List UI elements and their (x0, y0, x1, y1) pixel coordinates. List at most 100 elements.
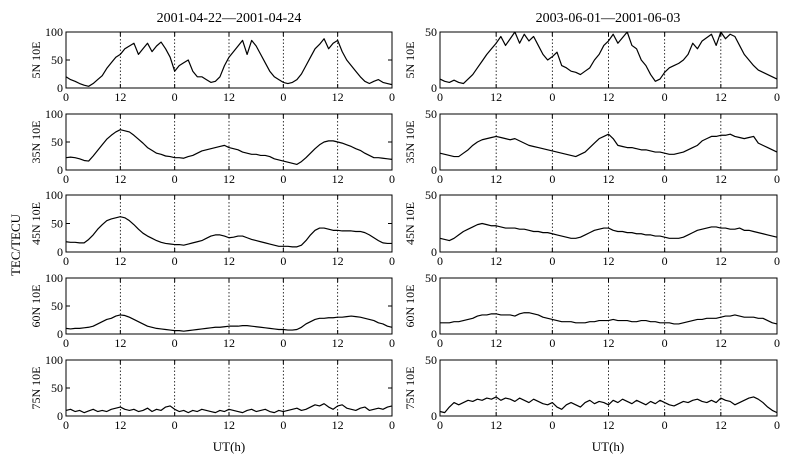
x-tick-label: 0 (774, 418, 780, 432)
x-tick-label: 0 (280, 336, 286, 350)
x-tick-label: 0 (389, 336, 395, 350)
x-axis-label-right: UT(h) (592, 439, 625, 454)
x-tick-label: 12 (332, 336, 344, 350)
y-tick-label: 0 (431, 409, 437, 423)
x-tick-label: 12 (223, 336, 235, 350)
panel-y-label: 35N 10E (29, 121, 43, 164)
x-tick-label: 0 (280, 172, 286, 186)
y-tick-label: 0 (431, 327, 437, 341)
x-tick-label: 0 (389, 90, 395, 104)
y-tick-label: 100 (45, 271, 63, 285)
x-tick-label: 0 (63, 172, 69, 186)
y-tick-label: 50 (51, 299, 63, 313)
tec-series-line (439, 222, 778, 242)
x-tick-label: 0 (63, 336, 69, 350)
x-tick-label: 0 (774, 90, 780, 104)
x-tick-label: 0 (549, 90, 555, 104)
tec-series-line (65, 129, 393, 165)
x-tick-label: 12 (223, 254, 235, 268)
panel-y-label: 45N 10E (403, 202, 417, 245)
y-tick-label: 0 (57, 163, 63, 177)
y-tick-label: 100 (45, 188, 63, 202)
y-tick-label: 0 (431, 81, 437, 95)
figure-y-label: TEC/TECU (8, 213, 23, 276)
tec-series-line (65, 403, 393, 414)
x-tick-label: 0 (280, 90, 286, 104)
y-tick-label: 0 (57, 81, 63, 95)
x-tick-label: 12 (715, 254, 727, 268)
x-tick-label: 0 (774, 336, 780, 350)
x-tick-label: 12 (490, 418, 502, 432)
x-tick-label: 0 (549, 172, 555, 186)
x-tick-label: 0 (63, 90, 69, 104)
y-tick-label: 50 (51, 381, 63, 395)
tec-series-line (65, 314, 393, 332)
y-tick-label: 50 (425, 188, 437, 202)
x-tick-label: 12 (715, 336, 727, 350)
x-tick-label: 12 (490, 336, 502, 350)
x-tick-label: 12 (223, 418, 235, 432)
x-tick-label: 0 (549, 336, 555, 350)
x-tick-label: 0 (437, 254, 443, 268)
x-tick-label: 12 (223, 172, 235, 186)
x-tick-label: 0 (389, 418, 395, 432)
x-tick-label: 12 (332, 254, 344, 268)
y-tick-label: 100 (45, 353, 63, 367)
x-tick-label: 0 (172, 254, 178, 268)
x-tick-label: 12 (490, 172, 502, 186)
x-tick-label: 12 (114, 254, 126, 268)
x-tick-label: 0 (172, 336, 178, 350)
panel-y-label: 60N 10E (403, 285, 417, 328)
y-tick-label: 100 (45, 25, 63, 39)
y-tick-label: 50 (425, 353, 437, 367)
x-tick-label: 0 (774, 254, 780, 268)
x-tick-label: 12 (332, 90, 344, 104)
x-tick-label: 12 (603, 172, 615, 186)
y-tick-label: 50 (51, 217, 63, 231)
panel-y-label: 5N 10E (29, 42, 43, 79)
x-axis-label-left: UT(h) (213, 439, 246, 454)
x-tick-label: 0 (437, 172, 443, 186)
x-tick-label: 0 (280, 254, 286, 268)
x-tick-label: 12 (603, 336, 615, 350)
x-tick-label: 0 (662, 418, 668, 432)
x-tick-label: 12 (603, 90, 615, 104)
x-tick-label: 0 (549, 254, 555, 268)
y-tick-label: 50 (51, 135, 63, 149)
y-tick-label: 50 (425, 25, 437, 39)
tec-series-line (65, 38, 393, 87)
x-tick-label: 12 (715, 418, 727, 432)
panel-y-label: 45N 10E (29, 202, 43, 245)
x-tick-label: 0 (662, 172, 668, 186)
y-tick-label: 100 (45, 107, 63, 121)
panel-y-label: 75N 10E (29, 367, 43, 410)
x-tick-label: 0 (549, 418, 555, 432)
y-tick-label: 0 (57, 245, 63, 259)
panel-y-label: 5N 10E (403, 42, 417, 79)
panel-y-label: 60N 10E (29, 285, 43, 328)
y-tick-label: 0 (57, 327, 63, 341)
y-tick-label: 50 (51, 53, 63, 67)
y-tick-label: 0 (57, 409, 63, 423)
x-tick-label: 12 (223, 90, 235, 104)
x-tick-label: 0 (389, 254, 395, 268)
x-tick-label: 12 (715, 172, 727, 186)
tec-series-line (65, 216, 392, 248)
tec-series-line (439, 133, 778, 158)
y-tick-label: 0 (431, 245, 437, 259)
x-tick-label: 0 (389, 172, 395, 186)
x-tick-label: 12 (715, 90, 727, 104)
x-tick-label: 0 (437, 336, 443, 350)
x-tick-label: 0 (172, 172, 178, 186)
y-tick-label: 50 (425, 107, 437, 121)
tec-series-line (440, 312, 778, 325)
x-tick-label: 12 (114, 90, 126, 104)
